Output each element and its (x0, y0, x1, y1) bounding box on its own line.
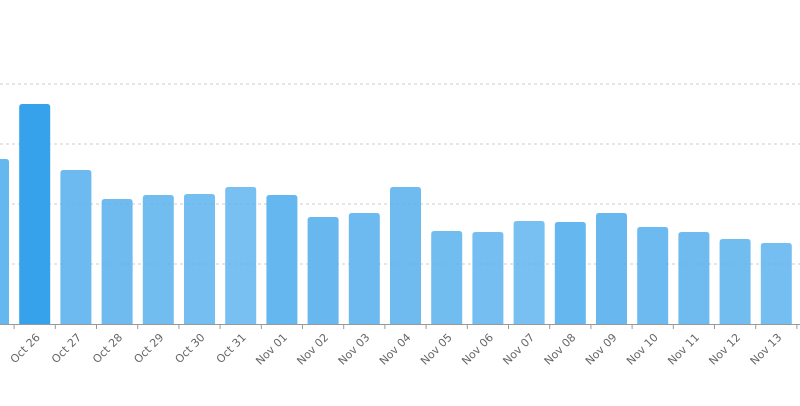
bar-nov-06[interactable] (472, 232, 503, 324)
x-tick-label: Oct 30 (173, 331, 208, 366)
bar-nov-03[interactable] (349, 213, 380, 324)
bar-nov-07[interactable] (514, 221, 545, 324)
x-tick-label: Oct 29 (131, 331, 166, 366)
x-tick-label: Nov 01 (253, 331, 290, 368)
x-tick-label: Oct 31 (214, 331, 249, 366)
x-tick-label: Nov 04 (377, 331, 414, 368)
x-tick-label: Oct 26 (8, 331, 43, 366)
bar-oct-31[interactable] (225, 187, 256, 324)
bar-nov-13[interactable] (761, 243, 792, 324)
bar-oct-25[interactable] (0, 159, 9, 324)
bar-nov-10[interactable] (637, 227, 668, 324)
x-tick-label: Nov 11 (665, 331, 702, 368)
bar-nov-09[interactable] (596, 213, 627, 324)
bar-oct-27[interactable] (60, 170, 91, 324)
bar-nov-01[interactable] (266, 195, 297, 324)
bar-nov-05[interactable] (431, 231, 462, 324)
x-tick-label: Nov 10 (624, 331, 661, 368)
x-tick-label: Nov 12 (706, 331, 743, 368)
bar-nov-11[interactable] (678, 232, 709, 324)
x-tick-label: Nov 09 (583, 331, 620, 368)
x-tick-label: Nov 02 (294, 331, 331, 368)
bar-nov-02[interactable] (308, 217, 339, 324)
bar-oct-30[interactable] (184, 194, 215, 324)
x-tick-label: Oct 27 (49, 331, 84, 366)
x-tick-label: Oct 28 (90, 331, 125, 366)
bar-nov-04[interactable] (390, 187, 421, 324)
bar-oct-28[interactable] (102, 199, 133, 324)
bar-oct-26[interactable] (19, 104, 50, 324)
bar-nov-08[interactable] (555, 222, 586, 324)
x-tick-label: Nov 08 (542, 331, 579, 368)
x-tick-label: Nov 07 (500, 331, 537, 368)
x-tick-label: Nov 06 (459, 331, 496, 368)
x-tick-label: Nov 03 (336, 331, 373, 368)
bar-nov-12[interactable] (720, 239, 751, 324)
bar-oct-29[interactable] (143, 195, 174, 324)
x-tick-label: Nov 13 (748, 331, 785, 368)
x-tick-label: Oct 25 (0, 331, 2, 366)
x-tick-label: Nov 05 (418, 331, 455, 368)
